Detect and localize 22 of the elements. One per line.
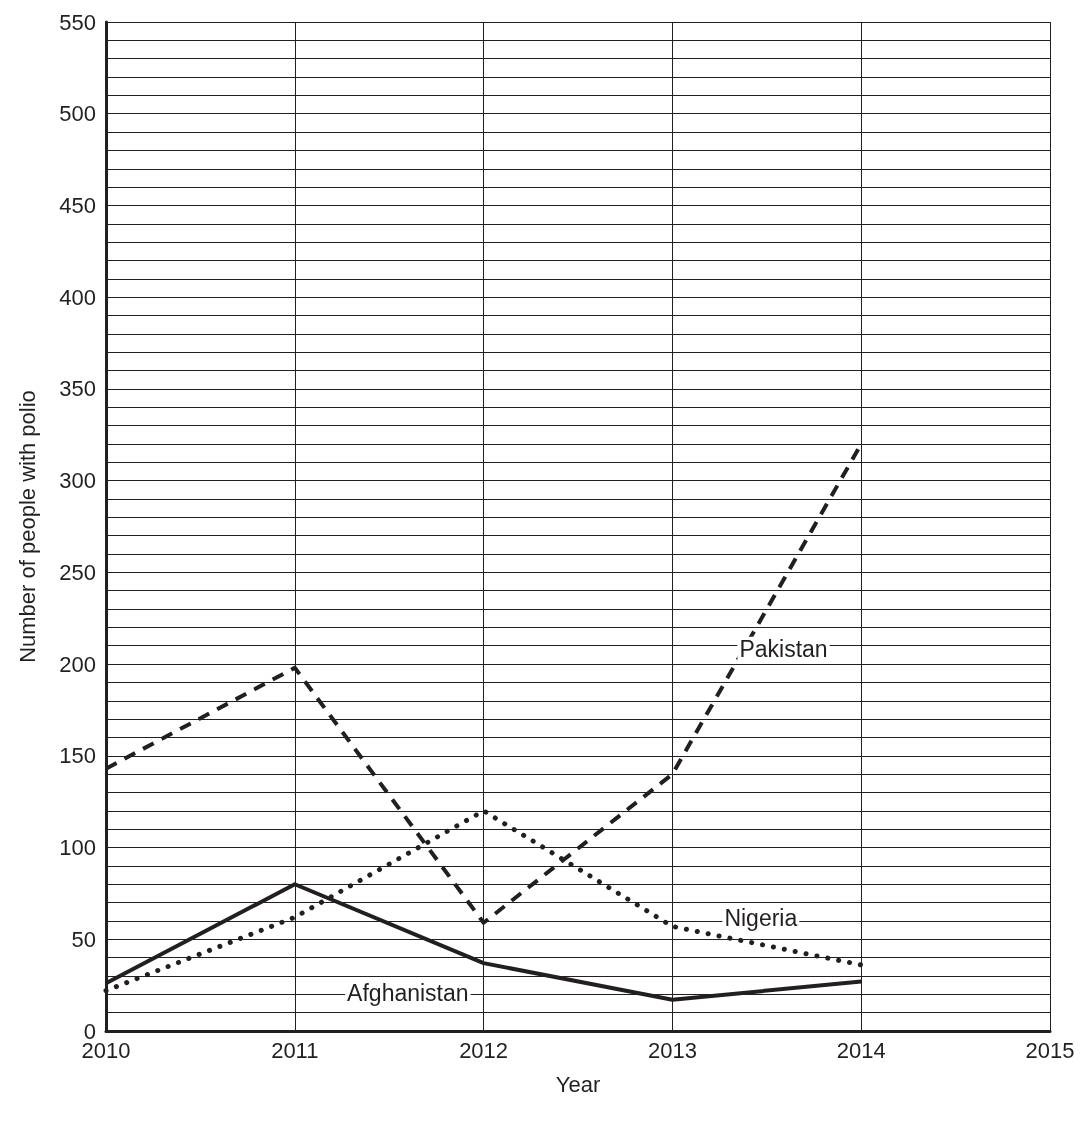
series-label: Afghanistan (347, 980, 469, 1007)
y-tick-label: 0 (83, 1018, 96, 1044)
x-tick-label: 2011 (271, 1037, 319, 1063)
x-tick-label: 2013 (647, 1037, 697, 1063)
y-tick-label: 350 (59, 376, 96, 402)
y-tick-label: 400 (59, 284, 96, 310)
y-tick-label: 500 (59, 101, 96, 127)
x-tick-label: 2015 (1025, 1037, 1075, 1063)
y-tick-label: 200 (59, 651, 96, 677)
y-tick-label: 250 (59, 559, 96, 585)
y-tick-label: 50 (71, 926, 96, 952)
y-tick-label: 100 (59, 835, 96, 861)
y-tick-label: 150 (59, 743, 96, 769)
series-label: Pakistan (739, 636, 828, 663)
x-tick-label: 2014 (836, 1037, 886, 1063)
y-tick-label: 300 (59, 468, 96, 494)
series-label: Nigeria (724, 905, 798, 932)
x-tick-label: 2012 (459, 1037, 509, 1063)
x-axis-title: Year (555, 1071, 601, 1097)
y-tick-label: 550 (59, 9, 96, 35)
y-axis-title: Number of people with polio (14, 390, 40, 663)
y-tick-label: 450 (59, 192, 96, 218)
